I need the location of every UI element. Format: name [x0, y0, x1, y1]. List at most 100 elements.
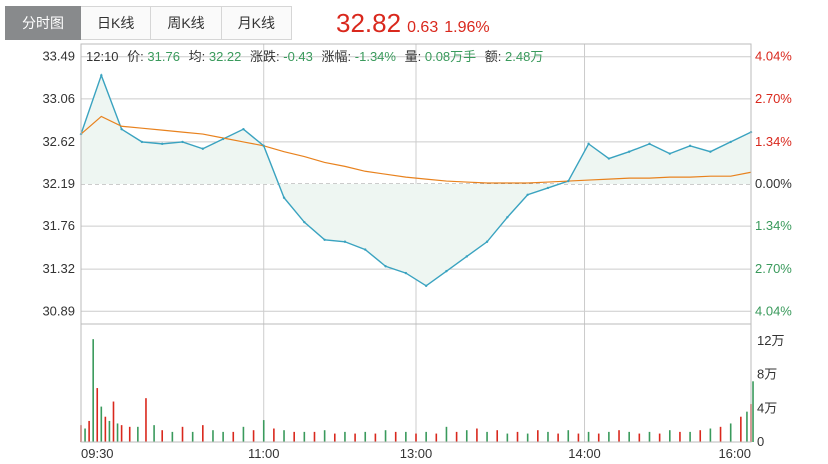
volume-bar	[153, 425, 155, 442]
price-point	[201, 147, 205, 150]
volume-bar	[689, 431, 691, 442]
volume-bar	[92, 339, 94, 442]
price-point	[546, 186, 550, 190]
y-tick-label-right: 2.70%	[755, 261, 792, 276]
y-tick-label-right: 1.34%	[755, 218, 792, 233]
info-change: -0.43	[283, 49, 313, 64]
price-point	[729, 140, 732, 144]
y-tick-label-right: 4.04%	[755, 303, 792, 318]
volume-bar	[752, 381, 754, 442]
volume-bar	[323, 430, 326, 442]
price-change-percent: 1.96%	[444, 19, 490, 36]
volume-bar	[354, 433, 356, 442]
price-point	[161, 142, 164, 146]
info-change-label: 涨跌:	[250, 49, 280, 64]
price-point	[587, 142, 590, 146]
price-point	[648, 142, 651, 146]
volume-bar	[384, 430, 387, 442]
current-price: 32.82	[336, 8, 402, 38]
volume-bar	[262, 420, 265, 442]
price-point	[120, 127, 123, 131]
volume-bar	[145, 398, 147, 442]
volume-bar	[648, 431, 651, 442]
volume-bar	[232, 431, 235, 442]
volume-bar	[273, 428, 275, 442]
price-point	[282, 196, 286, 199]
price-point	[343, 240, 347, 243]
y-tick-label-left: 32.62	[42, 134, 75, 149]
price-point	[506, 216, 509, 219]
volume-bar	[116, 423, 119, 442]
price-point	[607, 157, 611, 160]
price-point	[303, 220, 306, 224]
volume-bar	[618, 430, 620, 442]
info-vol-label: 量:	[405, 49, 422, 64]
y-tick-label-right: 1.34%	[755, 134, 792, 149]
info-amt: 2.48万	[505, 49, 543, 64]
average-line	[80, 115, 752, 184]
volume-bar	[191, 431, 194, 442]
price-point	[688, 144, 692, 148]
volume-bar	[96, 388, 99, 442]
volume-bar	[202, 425, 204, 442]
volume-bar	[405, 431, 407, 442]
price-point	[485, 240, 489, 243]
volume-bar	[699, 430, 702, 442]
price-point	[100, 74, 103, 77]
x-tick-label: 09:30	[81, 446, 114, 461]
y-tick-label-left: 30.89	[42, 303, 75, 318]
tab-intraday[interactable]: 分时图	[5, 6, 81, 40]
price-area-layer	[81, 75, 751, 286]
info-time: 12:10	[86, 49, 119, 64]
volume-bar	[567, 430, 570, 442]
info-vol: 0.08万手	[425, 49, 476, 64]
volume-bar	[476, 428, 478, 442]
volume-bar	[679, 431, 681, 442]
y-tick-label-right: 4.04%	[755, 49, 792, 64]
info-avg-label: 均:	[189, 49, 206, 64]
volume-bar	[212, 430, 214, 442]
volume-bar	[746, 411, 748, 442]
price-point	[465, 255, 468, 258]
volume-bar	[465, 430, 468, 442]
axis-layer: 33.49 4.04% 33.06 2.70% 32.62 1.34% 32.19 0.00%…	[42, 49, 792, 461]
volume-tick-label: 4万	[757, 400, 777, 415]
volume-bar	[313, 431, 316, 442]
volume-bar	[638, 433, 641, 442]
info-pct-label: 涨幅:	[322, 49, 352, 64]
price-point	[242, 127, 245, 131]
volume-bar	[628, 431, 630, 442]
volume-bar	[425, 431, 427, 442]
x-tick-label: 14:00	[568, 446, 601, 461]
tab-monthly-k[interactable]: 月K线	[221, 6, 293, 40]
volume-bar	[88, 420, 90, 442]
volume-bar	[486, 431, 488, 442]
tab-daily-k[interactable]: 日K线	[81, 6, 152, 40]
volume-bar	[719, 426, 722, 442]
volume-bar	[709, 428, 712, 442]
volume-bar	[283, 430, 285, 442]
volume-panel-border	[80, 323, 752, 443]
tab-weekly-k[interactable]: 周K线	[151, 6, 222, 40]
volume-bar	[496, 430, 499, 442]
price-point	[262, 144, 265, 148]
volume-bar	[597, 433, 600, 442]
price-line	[80, 73, 752, 287]
volume-tick-label: 8万	[757, 367, 777, 382]
volume-layer	[80, 339, 754, 442]
y-tick-label-left: 32.19	[42, 176, 75, 191]
y-tick-label-left: 33.06	[42, 91, 75, 106]
x-tick-label: 16:00	[718, 446, 751, 461]
price-point	[526, 193, 529, 196]
price-point	[181, 140, 184, 144]
price-point	[140, 140, 144, 144]
volume-bar	[394, 431, 397, 442]
price-point	[668, 152, 671, 155]
volume-bar	[415, 433, 417, 442]
volume-bar	[577, 433, 580, 442]
volume-bar	[104, 416, 107, 442]
price-change: 0.63	[407, 19, 439, 36]
price-point	[221, 137, 225, 141]
quote-header: 32.82 0.63 1.96%	[336, 8, 490, 39]
